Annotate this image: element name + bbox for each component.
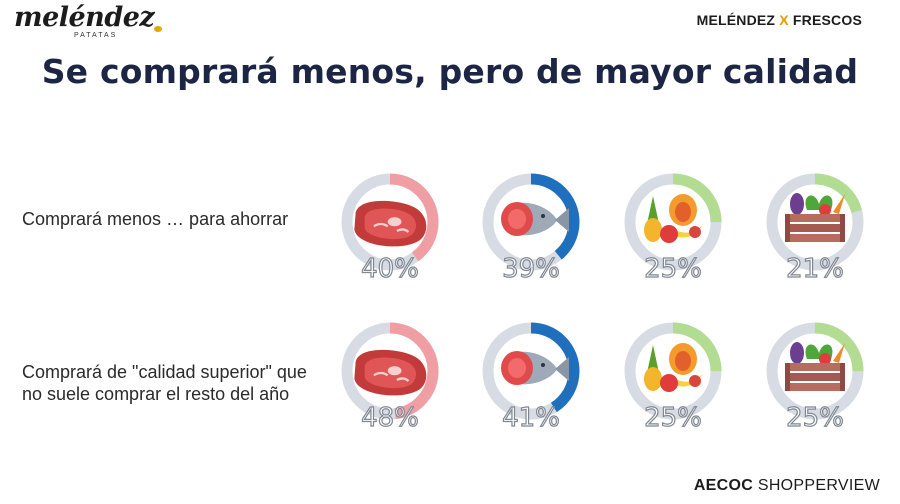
papaya-inside [675,351,691,371]
row-label-2: Comprará de "calidad superior" que no su… [22,362,307,404]
strawberry [689,226,701,238]
fish-eye [541,363,545,367]
vegetable-crate-icon [785,193,845,242]
footer-brand: AECOC SHOPPERVIEW [694,477,880,495]
donut-meat-row-1: 40% [341,173,439,285]
donut-value-label: 21% [786,254,844,284]
donut-arc [766,173,864,271]
brand-right-text: FRESCOS [792,12,862,28]
crate-top [785,214,845,222]
donut-value-label: 41% [502,403,560,433]
donut-value-label: 25% [644,254,702,284]
steak-fat [387,217,402,227]
crate-bottom [785,383,845,391]
melendez-logo: meléndez PATATAS [14,2,164,42]
donut-fish-row-2: 41% [482,322,580,434]
logo-dot-icon [154,26,162,32]
crate-top [785,363,845,371]
donut-meat-row-2: 48% [341,322,439,434]
carrot [833,343,845,363]
steak-icon [354,349,427,396]
donut-value-label: 48% [361,403,419,433]
donut-arc [341,322,439,420]
apple [660,225,678,243]
fish-tail [555,357,569,381]
crate-post-right [840,214,845,242]
fish-eye [541,214,545,218]
pineapple-leaves [647,196,659,224]
donut-vegetables-row-1: 21% [766,173,864,285]
crate-post-left [785,214,790,242]
steak-icon [354,200,427,247]
donut-fruit-row-1: 25% [624,173,722,285]
eggplant [790,342,804,364]
row-label-1: Comprará menos … para ahorrar [22,209,289,229]
brand-x-text: X [779,12,789,28]
tomato [819,204,831,216]
crate-middle [785,373,845,381]
crate-middle [785,224,845,232]
carrot [833,194,845,214]
crate-post-left [785,363,790,391]
donut-arc [624,173,722,271]
footer-brand-aecoc: AECOC [693,477,754,494]
fruit-icon [644,343,703,392]
steak-marbling [373,371,410,382]
crate-bottom [785,234,845,242]
steak-marbling [373,222,410,233]
logo-wordmark: meléndez [14,2,155,33]
donut-value-label: 39% [502,254,560,284]
logo-subtext: PATATAS [74,32,118,39]
crate-post-right [840,363,845,391]
donut-value-label: 25% [644,403,702,433]
donut-value-label: 25% [786,403,844,433]
donut-fruit-row-2: 25% [624,322,722,434]
donut-value-label: 40% [361,254,419,284]
brand-left-text: MELÉNDEZ [696,12,776,28]
footer-brand-shopperview: SHOPPERVIEW [757,477,880,494]
strawberry [689,375,701,387]
brand-header: MELÉNDEZ X FRESCOS [697,12,862,28]
papaya-inside [675,202,691,222]
donut-arc [482,322,580,420]
pineapple-body [644,367,662,391]
donut-arc [624,322,722,420]
donut-arc [341,173,439,271]
fish-icon [501,202,569,236]
tomato [819,353,831,365]
page-title: Se comprará menos, pero de mayor calidad [41,52,859,91]
fish-icon [501,351,569,385]
donut-fish-row-1: 39% [482,173,580,285]
fish-tail [555,208,569,232]
fish-cut-inner [508,209,526,229]
eggplant [790,193,804,215]
donut-arc [766,322,864,420]
pineapple-body [644,218,662,242]
donut-arc [482,173,580,271]
fish-cut-inner [508,358,526,378]
apple [660,374,678,392]
steak-fat [387,366,402,376]
vegetable-crate-icon [785,342,845,391]
pineapple-leaves [647,345,659,373]
fruit-icon [644,194,703,243]
donut-vegetables-row-2: 25% [766,322,864,434]
